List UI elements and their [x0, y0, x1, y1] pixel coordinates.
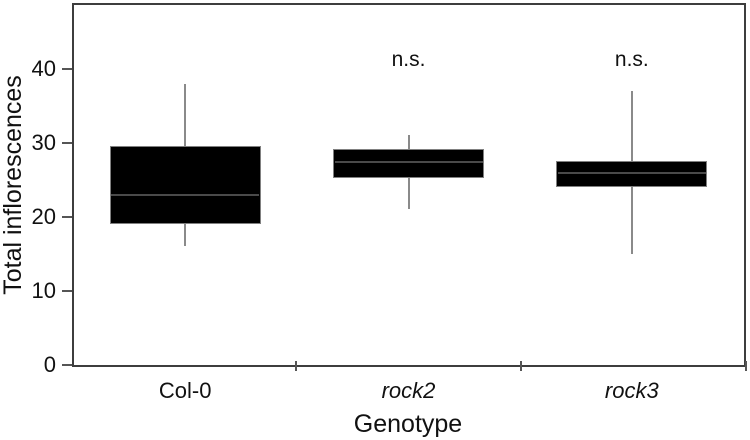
median-line: [557, 172, 706, 175]
y-axis-tick: [61, 364, 72, 366]
y-tick-label: 10: [31, 277, 56, 303]
category-label: rock2: [381, 378, 436, 403]
x-axis-tick: [519, 361, 522, 371]
y-axis-tick: [61, 141, 72, 144]
ns-annotation: n.s.: [614, 48, 649, 71]
y-axis-tick: [61, 215, 72, 218]
x-axis-title: Genotype: [353, 410, 463, 438]
category-label: Col-0: [158, 378, 212, 403]
box: [333, 148, 484, 178]
ns-annotation: n.s.: [391, 48, 426, 71]
x-axis-tick: [295, 361, 298, 371]
y-tick-label: 30: [31, 129, 56, 155]
y-tick-label: 40: [31, 55, 56, 81]
y-axis-tick: [61, 289, 72, 292]
median-line: [111, 193, 260, 196]
y-tick-label: 20: [31, 203, 56, 229]
box: [109, 146, 261, 225]
plot-area: [71, 3, 746, 367]
y-axis-tick: [61, 67, 72, 70]
x-axis-tick: [744, 361, 747, 371]
y-tick-label: 0: [43, 352, 56, 377]
category-label: rock3: [604, 378, 659, 403]
median-line: [334, 161, 483, 164]
